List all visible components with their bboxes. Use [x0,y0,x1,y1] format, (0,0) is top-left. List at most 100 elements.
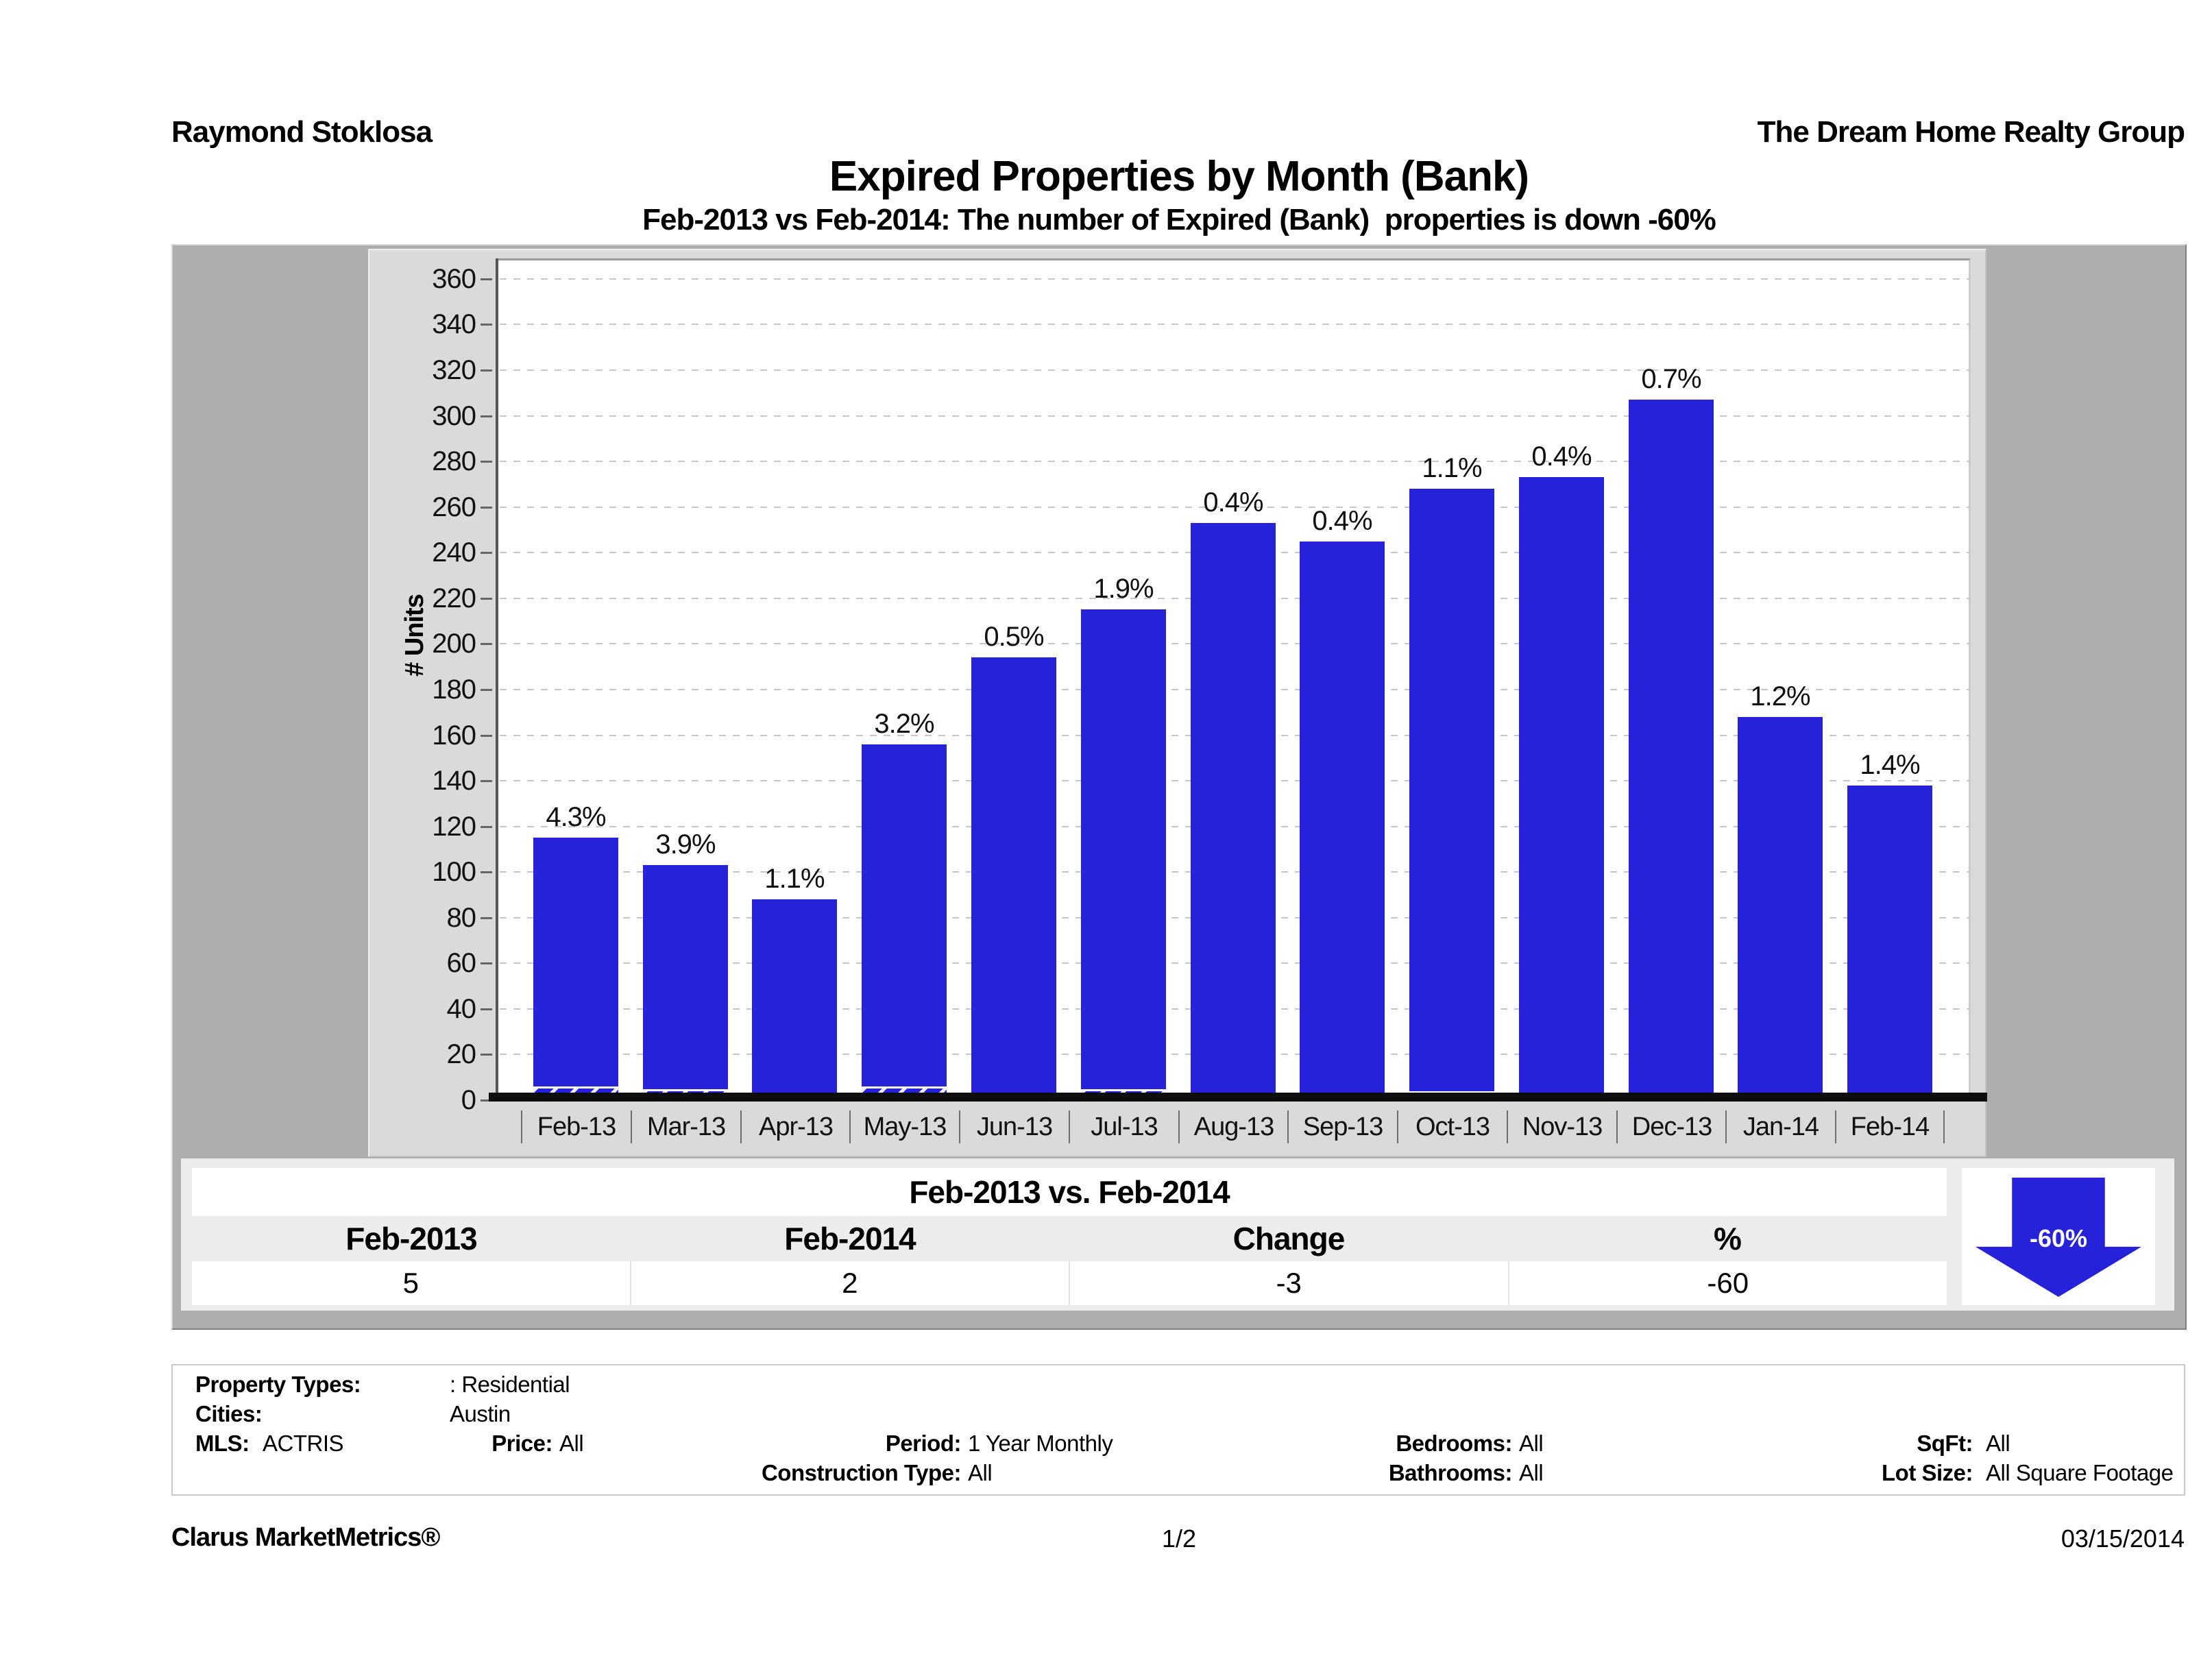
x-tick-label-Apr-13: Apr-13 [740,1110,850,1143]
gridline-340 [500,324,1969,325]
bar-Feb-14 [1847,786,1932,1100]
bar-Dec-13 [1629,400,1714,1100]
y-tick-label-300: 300 [432,401,476,431]
bar-Feb-13 [533,838,618,1100]
bar-Jul-13 [1081,609,1166,1100]
comparison-table-value-row: 5 2 -3 -60 [192,1261,1947,1305]
y-tick-label-180: 180 [432,674,476,705]
filter-lot-size-label: Lot Size: [1882,1460,1973,1485]
bar-value-label-Sep-13: 0.4% [1312,506,1372,536]
bar-Sep-13 [1300,542,1385,1100]
col-header-feb-2014: Feb-2014 [784,1221,916,1256]
filter-cities-value: Austin [450,1401,511,1426]
y-tick-mark-220 [481,598,492,600]
comparison-table-title: Feb-2013 vs. Feb-2014 [192,1168,1947,1216]
y-tick-label-220: 220 [432,583,476,613]
y-tick-mark-20 [481,1054,492,1056]
trend-arrow-box: -60% [1962,1168,2155,1305]
y-tick-label-120: 120 [432,812,476,842]
y-tick-label-340: 340 [432,309,476,339]
bar-Oct-13 [1409,489,1494,1100]
bar-Aug-13 [1191,523,1276,1100]
y-tick-label-140: 140 [432,766,476,796]
bar-Mar-13 [643,865,728,1100]
filters-box [171,1364,2185,1496]
x-tick-label-Jul-13: Jul-13 [1069,1110,1178,1143]
y-tick-label-60: 60 [446,948,477,978]
y-tick-label-20: 20 [446,1039,477,1069]
x-tick-label-Jun-13: Jun-13 [959,1110,1069,1143]
y-tick-mark-80 [481,917,492,919]
value-change: -3 [1069,1261,1508,1305]
y-tick-label-80: 80 [446,903,477,933]
bar-value-label-Feb-13: 4.3% [546,802,606,832]
value-feb-2013: 5 [402,1267,419,1299]
bar-value-label-Nov-13: 0.4% [1531,441,1592,472]
bar-value-label-May-13: 3.2% [874,709,934,739]
x-axis-baseline [489,1093,1987,1102]
y-tick-mark-200 [481,643,492,645]
y-tick-label-0: 0 [461,1085,476,1115]
y-tick-mark-60 [481,962,492,964]
page-title: Expired Properties by Month (Bank) [829,153,1529,200]
y-tick-mark-240 [481,552,492,554]
gridline-300 [500,415,1969,417]
y-tick-label-160: 160 [432,720,476,751]
filter-sqft-value: All [1986,1431,2010,1456]
x-tick-label-Aug-13: Aug-13 [1178,1110,1288,1143]
col-header-percent: % [1714,1221,1742,1256]
gridline-260 [500,507,1969,508]
x-tick-label-Jan-14: Jan-14 [1725,1110,1835,1143]
filter-price-label: Price: [491,1431,552,1456]
filter-construction-value: All [968,1460,993,1485]
filter-mls-value: ACTRIS [263,1431,344,1456]
gridline-280 [500,461,1969,462]
y-tick-mark-280 [481,461,492,463]
bar-value-label-Jul-13: 1.9% [1093,574,1154,604]
value-percent: -60 [1507,1261,1947,1305]
gridline-360 [500,278,1969,280]
col-header-change: Change [1232,1221,1346,1256]
y-tick-label-280: 280 [432,446,476,476]
y-tick-mark-100 [481,871,492,873]
x-tick-label-Dec-13: Dec-13 [1616,1110,1726,1143]
filter-bathrooms-label: Bathrooms: [1388,1460,1513,1485]
y-tick-mark-320 [481,369,492,372]
y-tick-label-240: 240 [432,537,476,568]
y-tick-label-360: 360 [432,264,476,294]
bar-Apr-13 [752,899,837,1100]
down-arrow-label: -60% [2029,1224,2088,1252]
y-tick-mark-40 [481,1008,492,1010]
filter-period-value: 1 Year Monthly [968,1431,1113,1456]
bar-value-label-Oct-13: 1.1% [1422,453,1482,483]
col-header-feb-2013: Feb-2013 [345,1221,477,1256]
filter-lot-size-value: All Square Footage [1986,1460,2174,1485]
filter-bedrooms-label: Bedrooms: [1396,1431,1512,1456]
bar-value-label-Aug-13: 0.4% [1203,487,1263,518]
filter-mls-label: MLS: [195,1431,250,1456]
bar-May-13 [862,744,947,1100]
y-tick-mark-340 [481,324,492,326]
y-tick-mark-300 [481,415,492,417]
footer-date: 03/15/2014 [2061,1524,2185,1553]
y-tick-mark-180 [481,689,492,691]
filter-period-label: Period: [885,1431,962,1456]
value-feb-2014: 2 [629,1261,1069,1305]
filter-property-types-label: Property Types: [195,1372,361,1397]
footer-page-number: 1/2 [1161,1524,1197,1553]
x-tick-label-May-13: May-13 [849,1110,959,1143]
x-tick-label-Oct-13: Oct-13 [1397,1110,1507,1143]
bar-value-label-Apr-13: 1.1% [764,864,825,894]
y-tick-label-260: 260 [432,492,476,522]
y-tick-mark-140 [481,780,492,782]
y-tick-label-100: 100 [432,857,476,887]
filter-cities-label: Cities: [195,1401,263,1426]
x-tick-label-Mar-13: Mar-13 [631,1110,740,1143]
agent-name: Raymond Stoklosa [171,115,433,149]
filter-bathrooms-value: All [1519,1460,1544,1485]
footer-brand: Clarus MarketMetrics® [171,1523,440,1552]
bar-value-label-Mar-13: 3.9% [655,829,716,860]
filter-property-types-value: : Residential [450,1372,570,1397]
